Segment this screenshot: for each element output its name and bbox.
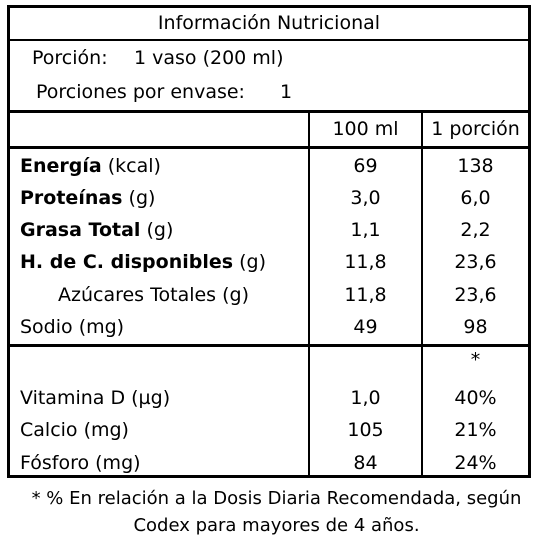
- divider-header: [10, 146, 528, 149]
- value-100ml: 49: [353, 316, 378, 338]
- table-title: Información Nutricional: [157, 12, 381, 34]
- value-portion: 24%: [454, 452, 497, 474]
- nutrient-name-sub: Azúcares Totales (g): [58, 284, 250, 306]
- value-100ml: 105: [347, 419, 384, 441]
- nutrient-name: Grasa Total: [20, 219, 141, 241]
- value-portion: 21%: [454, 419, 497, 441]
- value-portion: 23,6: [454, 284, 497, 306]
- value-portion: 40%: [454, 387, 497, 409]
- servings-per-container-label: Porciones por envase:: [36, 81, 245, 103]
- nutrient-name: H. de C. disponibles: [20, 251, 234, 273]
- nutrient-unit: (g): [146, 219, 174, 241]
- value-100ml: 11,8: [344, 251, 387, 273]
- vitamin-name: Vitamina D (µg): [20, 387, 171, 409]
- value-portion: 2,2: [460, 219, 491, 241]
- value-100ml: 3,0: [350, 187, 381, 209]
- portion-value: 1 vaso (200 ml): [134, 47, 284, 69]
- value-100ml: 11,8: [344, 284, 387, 306]
- value-portion: 138: [457, 155, 494, 177]
- value-portion: 98: [463, 316, 488, 338]
- value-100ml: 1,0: [350, 387, 381, 409]
- column-header-100ml: 100 ml: [332, 118, 399, 140]
- nutrient-name: Proteínas: [20, 187, 123, 209]
- column-separator-1: [308, 113, 310, 475]
- vitamin-name: Fósforo (mg): [20, 452, 141, 474]
- nutrient-unit: (g): [128, 187, 156, 209]
- nutrient-unit: (kcal): [107, 155, 161, 177]
- nutrient-unit: (g): [239, 251, 266, 273]
- nutrient-name: Sodio (mg): [20, 316, 125, 338]
- column-separator-2: [421, 113, 423, 475]
- divider-vitamins: [10, 344, 528, 347]
- nutrition-facts-table: Información Nutricional Porción: 1 vaso …: [7, 5, 531, 478]
- divider-serving: [10, 110, 528, 113]
- column-header-portion: 1 porción: [431, 118, 520, 140]
- vitamin-name: Calcio (mg): [20, 419, 129, 441]
- value-portion: 6,0: [460, 187, 491, 209]
- divider-title: [10, 39, 528, 41]
- value-100ml: 69: [353, 155, 378, 177]
- dri-marker: *: [470, 349, 481, 371]
- footnote-line-1: * % En relación a la Dosis Diaria Recome…: [31, 488, 522, 509]
- portion-label: Porción:: [32, 47, 108, 69]
- value-100ml: 1,1: [350, 219, 381, 241]
- footnote-line-2: Codex para mayores de 4 años.: [133, 515, 420, 536]
- value-100ml: 84: [353, 452, 378, 474]
- servings-per-container-value: 1: [280, 81, 293, 103]
- value-portion: 23,6: [454, 251, 497, 273]
- nutrient-name: Energía: [20, 155, 102, 177]
